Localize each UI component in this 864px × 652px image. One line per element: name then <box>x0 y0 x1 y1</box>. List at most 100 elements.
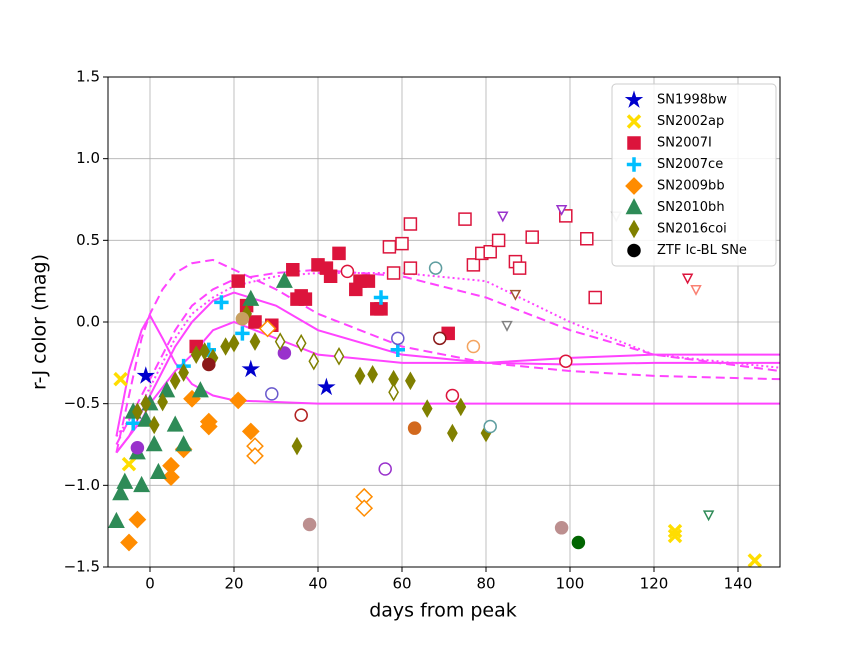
data-point <box>248 315 262 329</box>
x-tick-label: 100 <box>556 575 585 593</box>
legend-marker <box>627 136 641 150</box>
data-point <box>395 236 409 251</box>
data-point <box>361 274 376 288</box>
legend-label: SN2009bb <box>657 179 725 194</box>
data-point <box>241 359 261 378</box>
data-point <box>231 274 245 288</box>
data-point <box>378 462 392 476</box>
data-point <box>681 273 694 285</box>
legend-marker <box>627 243 641 258</box>
x-tick-label: 80 <box>476 575 495 593</box>
data-point <box>428 261 443 275</box>
data-point <box>667 523 683 539</box>
data-point <box>433 331 447 346</box>
x-tick-label: 120 <box>640 575 669 593</box>
data-point <box>145 435 163 452</box>
data-point <box>405 371 416 391</box>
data-point <box>702 510 715 522</box>
y-tick-label: 0.5 <box>76 231 100 249</box>
data-point <box>388 382 399 402</box>
x-tick-label: 60 <box>392 575 411 593</box>
legend-marker <box>628 219 640 239</box>
legend: SN1998bw SN2002ap SN2007I SN2007ce SN2009bb S… <box>611 83 777 267</box>
y-tick-label: 1.0 <box>76 149 100 167</box>
data-point <box>241 422 260 441</box>
data-point <box>690 284 702 296</box>
data-point <box>483 245 497 259</box>
data-point <box>130 441 145 455</box>
data-point <box>120 533 138 552</box>
data-point <box>386 266 401 280</box>
legend-label: SN2007ce <box>657 157 723 172</box>
data-point <box>162 468 180 487</box>
data-point <box>667 528 683 544</box>
data-point <box>554 521 569 535</box>
y-tick-label: −0.5 <box>64 394 100 412</box>
data-point <box>258 319 277 338</box>
data-point <box>190 345 202 364</box>
data-point <box>559 354 573 368</box>
data-point <box>275 271 293 288</box>
model-curve <box>115 258 780 453</box>
legend-box <box>611 83 777 267</box>
plot-area <box>108 204 780 567</box>
data-point <box>265 387 279 401</box>
legend-marker <box>625 198 643 215</box>
data-point <box>580 231 594 246</box>
data-point <box>588 290 602 305</box>
data-point <box>466 258 481 272</box>
legend-label: SN2016coi <box>657 222 727 237</box>
data-point <box>355 499 374 518</box>
data-point <box>220 337 231 356</box>
data-point <box>169 371 181 391</box>
data-point <box>491 233 506 248</box>
data-point <box>483 419 497 434</box>
data-point <box>149 462 167 480</box>
data-point <box>407 421 422 435</box>
data-point <box>158 381 176 398</box>
data-point <box>509 289 522 301</box>
legend-label: SN2010bh <box>657 200 725 215</box>
data-point <box>108 511 125 529</box>
data-point <box>354 366 366 386</box>
data-point <box>332 246 346 261</box>
data-point <box>235 326 250 341</box>
data-point <box>214 295 229 310</box>
y-tick-label: 0.0 <box>76 313 100 331</box>
data-point <box>466 339 481 354</box>
data-point <box>202 357 216 372</box>
data-point <box>246 447 264 465</box>
y-tick-label: −1.5 <box>64 558 100 576</box>
data-point <box>228 333 240 353</box>
data-point <box>302 517 317 532</box>
data-point <box>235 311 250 326</box>
data-point <box>113 371 128 387</box>
data-point <box>157 392 168 412</box>
data-point <box>525 230 539 244</box>
x-tick-label: 0 <box>145 575 155 593</box>
data-point <box>178 363 189 382</box>
data-point <box>132 402 143 422</box>
data-point <box>317 377 336 396</box>
data-point <box>340 264 355 279</box>
data-point <box>274 332 286 351</box>
data-point <box>367 364 378 384</box>
data-point <box>501 320 513 332</box>
data-point <box>191 381 209 398</box>
legend-marker <box>625 177 643 195</box>
data-point <box>747 553 763 567</box>
data-point <box>166 415 184 432</box>
data-point <box>391 331 405 346</box>
data-point <box>323 269 338 284</box>
data-point <box>298 292 313 306</box>
y-tick-label: 1.5 <box>76 68 100 86</box>
x-tick-label: 40 <box>308 575 327 593</box>
legend-label: SN2002ap <box>657 114 724 129</box>
x-tick-label: 140 <box>724 575 753 593</box>
data-point <box>333 346 345 366</box>
y-tick-label: −1.0 <box>64 476 100 494</box>
legend-label: SN1998bw <box>657 93 727 108</box>
legend-marker <box>624 90 644 108</box>
legend-marker <box>626 114 642 129</box>
